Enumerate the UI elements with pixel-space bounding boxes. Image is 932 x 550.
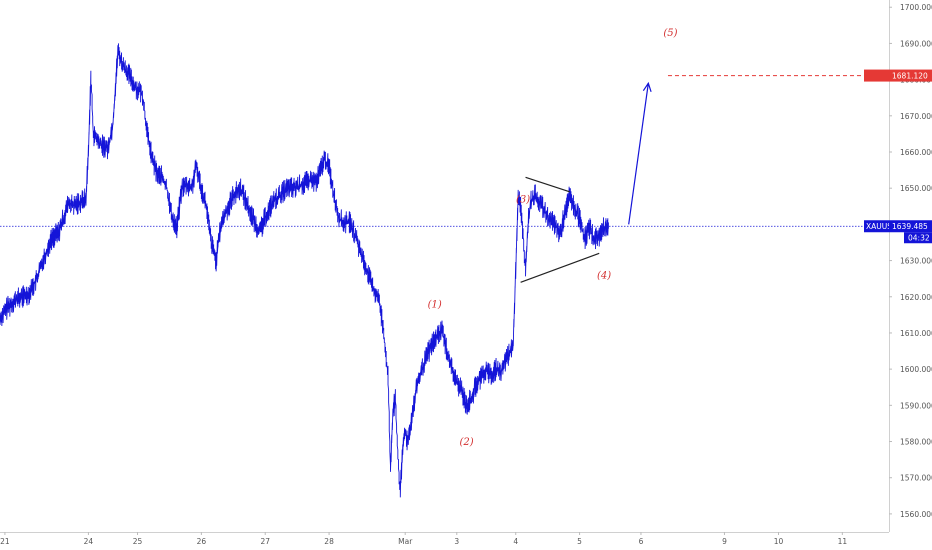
x-tick-label: 28 [324,537,334,546]
y-tick-label: 1610.000 [900,329,932,338]
wave-label: (3) [516,195,530,206]
current-price-badge [889,220,932,233]
projection-arrow-line[interactable] [628,83,649,225]
x-tick-label: 6 [639,537,644,546]
x-tick-label: 24 [84,537,94,546]
triangle-lower-line[interactable] [520,252,600,283]
wave-label: (2) [460,437,474,448]
wave-label: (1) [428,300,442,311]
x-tick-label: 11 [838,537,848,546]
symbol-tag [864,220,889,233]
y-tick-label: 1670.000 [900,112,932,121]
y-tick-label: 1620.000 [900,293,932,302]
x-tick-label: 26 [197,537,207,546]
x-tick-label: 3 [454,537,459,546]
annotations-layer: (1) (2) (3) (4) (5) [0,28,889,448]
y-tick-label: 1600.000 [900,365,932,374]
price-series-line [0,43,609,498]
x-tick-label: 10 [774,537,784,546]
y-tick-label: 1630.000 [900,257,932,266]
y-tick-label: 1590.000 [900,401,932,410]
x-tick-label: 5 [577,537,582,546]
y-tick-label: 1650.000 [900,184,932,193]
countdown-badge [904,232,932,244]
target-price-badge [889,69,932,82]
x-tick-label: 25 [133,537,143,546]
current-price-label: 1639.485 [892,222,928,231]
x-tick-label: 4 [513,537,518,546]
y-tick-label: 1660.000 [900,148,932,157]
x-tick-label: Mar [398,537,413,546]
triangle-upper-line[interactable] [525,176,570,193]
wave-label: (5) [663,28,677,39]
target-price-tag [864,69,889,82]
y-tick-label: 1580.000 [900,438,932,447]
y-tick-label: 1560.000 [900,510,932,519]
x-axis-ticks: 21 24 25 26 27 28 Mar 3 4 5 6 9 10 11 [0,532,847,546]
projection-arrow-head [642,81,652,92]
y-tick-label: 1570.000 [900,474,932,483]
y-tick-label: 1690.000 [900,39,932,48]
x-tick-label: 9 [722,537,727,546]
x-tick-label: 21 [0,537,10,546]
y-tick-label: 1700.000 [900,3,932,12]
wave-label: (4) [597,271,611,282]
x-tick-label: 27 [260,537,270,546]
target-price-label: 1681.120 [892,72,928,81]
countdown-label: 04:32 [908,234,930,243]
price-series-layer [0,43,609,498]
symbol-label: XAUUSD [866,222,898,231]
